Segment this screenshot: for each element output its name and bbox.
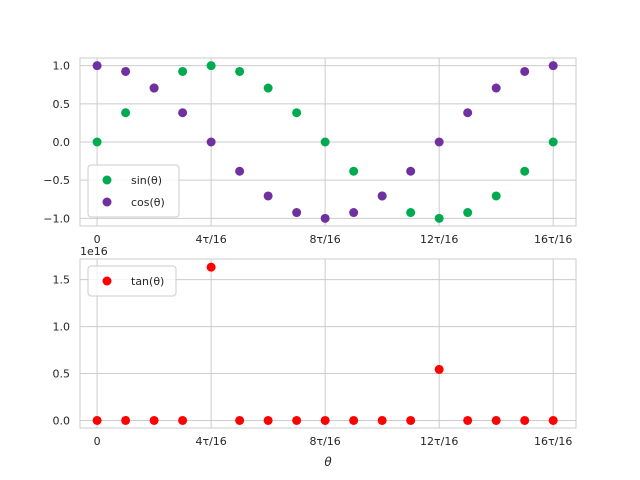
data-point (406, 208, 416, 218)
y-tick-label: 0.0 (53, 136, 71, 149)
y-tick-label: 1.0 (53, 321, 71, 334)
data-point (320, 213, 330, 223)
data-point (377, 191, 387, 201)
data-point (121, 415, 131, 425)
data-point (406, 166, 416, 176)
y-tick-label: 1.0 (53, 60, 71, 73)
y-tick-label: 0.5 (53, 98, 71, 111)
x-axis-label: θ (324, 455, 332, 469)
data-point (235, 66, 245, 76)
legend-box (87, 265, 177, 297)
data-point (320, 415, 330, 425)
data-point (206, 137, 216, 147)
data-point (463, 415, 473, 425)
data-point (121, 66, 131, 76)
data-point (434, 213, 444, 223)
data-point (206, 61, 216, 71)
data-point (491, 415, 501, 425)
x-tick-label: 4τ/16 (195, 233, 226, 246)
y-tick-label: 0.5 (53, 368, 71, 381)
data-point (349, 166, 359, 176)
legend-marker (102, 197, 112, 207)
data-point (349, 208, 359, 218)
axes-frame (79, 57, 577, 227)
data-point (548, 137, 558, 147)
data-point (491, 83, 501, 93)
data-point (178, 108, 188, 118)
data-point (235, 166, 245, 176)
x-tick-label: 0 (94, 435, 101, 448)
data-point (320, 137, 330, 147)
data-point (406, 415, 416, 425)
y-tick-label: 0.0 (53, 414, 71, 427)
legend-box (87, 164, 180, 218)
x-tick-label: 4τ/16 (195, 435, 226, 448)
data-point (92, 137, 102, 147)
data-point (349, 415, 359, 425)
data-point (434, 364, 444, 374)
data-point (235, 415, 245, 425)
data-point (548, 415, 558, 425)
data-point (292, 208, 302, 218)
legend-label: cos(θ) (131, 196, 165, 209)
data-point (263, 415, 273, 425)
y-offset-label: 1e16 (80, 245, 108, 258)
legend-label: tan(θ) (131, 275, 164, 288)
data-point (377, 415, 387, 425)
legend-marker (102, 276, 112, 286)
x-tick-label: 0 (94, 233, 101, 246)
bottom-subplot: 0 4τ/16 8τ/16 12τ/16 16τ/16 1.5 1.0 0.5 0.0 1e16 θ… (53, 245, 577, 469)
legend-marker (102, 175, 112, 185)
y-tick-label: 1.5 (53, 274, 71, 287)
axes-frame (79, 258, 577, 429)
data-point (263, 83, 273, 93)
data-point (292, 415, 302, 425)
x-tick-label: 12τ/16 (420, 435, 458, 448)
data-point (92, 415, 102, 425)
x-tick-label: 16τ/16 (534, 435, 572, 448)
y-tick-label: −0.5 (43, 174, 70, 187)
data-point (149, 83, 159, 93)
data-point (178, 66, 188, 76)
y-tick-label: −1.0 (43, 212, 70, 225)
x-tick-label: 8τ/16 (309, 233, 340, 246)
data-point (548, 61, 558, 71)
data-point (520, 66, 530, 76)
top-subplot: 0 4τ/16 8τ/16 12τ/16 16τ/16 1.0 0.5 0.0 −0.5 −1.0… (43, 57, 577, 246)
data-point (520, 415, 530, 425)
data-point (263, 191, 273, 201)
data-point (463, 108, 473, 118)
data-point (178, 415, 188, 425)
data-point (206, 262, 216, 272)
data-point (292, 108, 302, 118)
legend-label: sin(θ) (131, 174, 162, 187)
data-point (491, 191, 501, 201)
x-tick-label: 16τ/16 (534, 233, 572, 246)
x-tick-label: 8τ/16 (309, 435, 340, 448)
data-point (92, 61, 102, 71)
data-point (434, 137, 444, 147)
data-point (149, 415, 159, 425)
data-point (463, 208, 473, 218)
x-tick-label: 12τ/16 (420, 233, 458, 246)
data-point (121, 108, 131, 118)
data-point (520, 166, 530, 176)
